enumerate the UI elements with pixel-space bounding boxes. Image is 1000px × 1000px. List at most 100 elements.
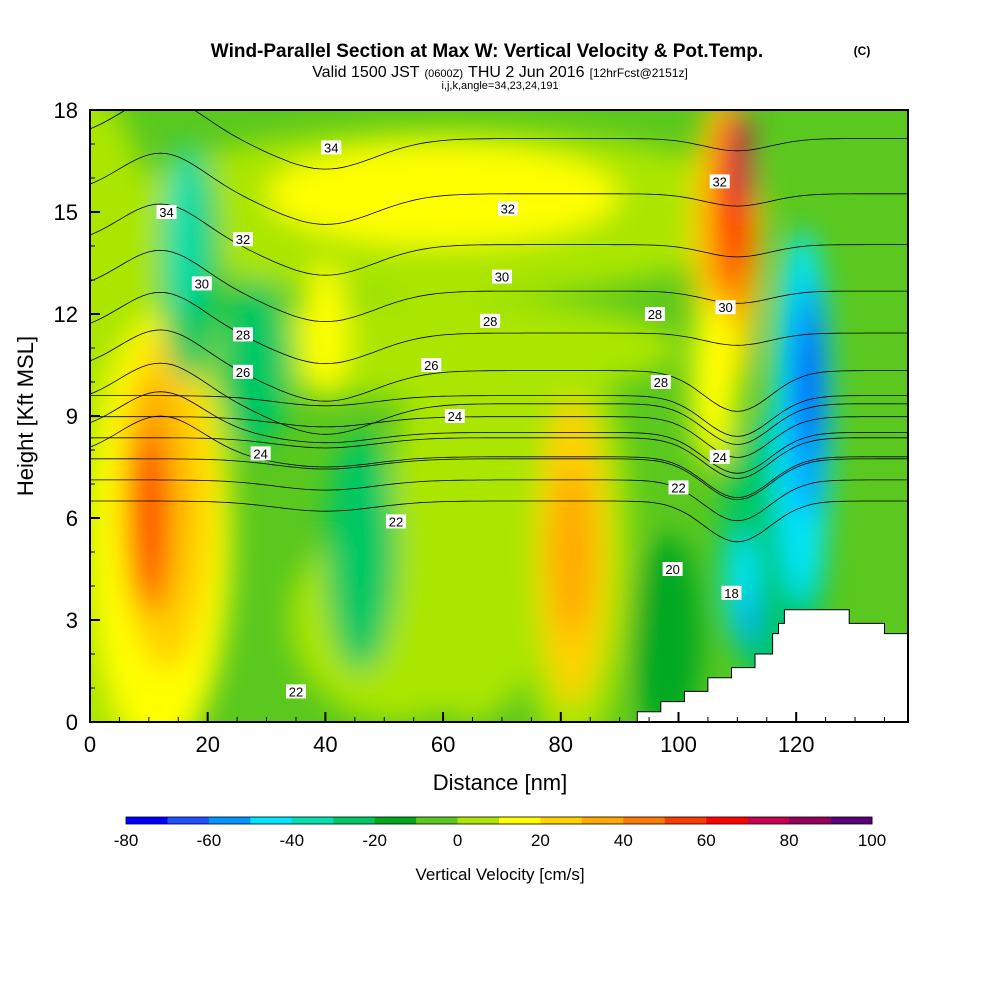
contour-label-text: 34: [324, 140, 338, 155]
colorbar-swatch: [581, 817, 624, 824]
contour-label-text: 22: [289, 684, 303, 699]
contour-label-9: 28: [480, 313, 501, 329]
contour-label-13: 26: [421, 358, 442, 373]
colorbar-swatch: [291, 817, 334, 824]
colorbar-tick-label: -80: [114, 831, 139, 850]
colorbar-tick-label: 60: [697, 831, 716, 850]
theta-contour-34: [90, 0, 908, 45]
y-tick-label: 9: [66, 404, 78, 429]
field-cell-7: [301, 263, 349, 399]
contour-label-bg: [480, 313, 501, 328]
colorbar-swatch: [789, 817, 832, 824]
x-tick-label: 120: [778, 732, 815, 757]
contour-label-text: 26: [424, 358, 438, 373]
colorbar-tick-label: 80: [780, 831, 799, 850]
theta-contour-19: [90, 479, 908, 522]
contour-label-19: 22: [285, 684, 306, 699]
contour-label-4: 32: [709, 174, 730, 189]
colorbar-swatch: [499, 817, 541, 824]
field-cell-24: [734, 113, 752, 209]
colorbar-swatch: [623, 817, 666, 824]
contour-label-text: 18: [724, 586, 738, 601]
theta-contour-23: [90, 395, 908, 437]
contour-label-bg: [233, 327, 254, 342]
theta-contour-20: [90, 458, 908, 501]
contour-label-bg: [321, 140, 342, 155]
x-tick-label: 80: [549, 732, 573, 757]
theta-contour-18: [90, 500, 908, 543]
contour-label-bg: [709, 174, 730, 189]
colorbar-swatch: [167, 817, 210, 824]
contour-label-15: 24: [250, 446, 271, 461]
contour-label-bg: [233, 232, 254, 247]
contour-label-18: 22: [668, 480, 689, 495]
contour-label-text: 28: [654, 375, 668, 390]
contour-label-bg: [662, 562, 683, 576]
theta-contour-32: [90, 110, 908, 170]
contour-label-3: 32: [497, 201, 518, 217]
contour-label-text: 24: [448, 409, 462, 424]
contour-label-bg: [444, 409, 465, 423]
contour-label-7: 30: [715, 300, 736, 315]
contour-label-1: 34: [156, 205, 177, 220]
contour-label-text: 28: [483, 314, 497, 329]
colorbar-tick-label: 40: [614, 831, 633, 850]
chart-title-mark: (C): [854, 44, 871, 58]
contour-label-21: 18: [721, 585, 742, 601]
contour-label-bg: [233, 364, 254, 379]
x-axis: 0 20 40 60 80 100 120: [84, 712, 885, 757]
x-tick-label: 20: [195, 732, 219, 757]
theta-contour-30: [90, 203, 908, 276]
chart-title: Wind-Parallel Section at Max W: Vertical…: [211, 41, 763, 62]
contour-label-5: 30: [191, 276, 212, 291]
field-cell-6: [266, 144, 620, 246]
contour-label-text: 22: [671, 480, 685, 495]
colorbar-swatch: [374, 817, 417, 824]
subtitle-fcst: [12hrFcst@2151z]: [590, 66, 688, 80]
contour-label-bg: [421, 358, 442, 372]
subtitle-utc: (0600Z): [425, 68, 464, 80]
field-cell-12: [133, 429, 165, 607]
colorbar-tick-label: -20: [362, 831, 387, 850]
field-cell-16: [166, 144, 202, 314]
theta-contour-21: [90, 437, 908, 480]
contour-label-text: 24: [253, 446, 267, 461]
subtitle-date: THU 2 Jun 2016: [468, 64, 585, 81]
contour-label-0: 34: [321, 140, 342, 155]
contour-label-text: 34: [159, 205, 173, 220]
colorbar-swatch: [540, 817, 583, 824]
contour-label-text: 30: [195, 276, 209, 291]
theta-contour-labels: 34 34 32 32 32 30 30 30 28 28 28 28 26 26 24 24 24 22 22 22…: [156, 140, 742, 699]
subtitle-main: Valid 1500 JST: [312, 64, 420, 81]
field-cell-18: [219, 280, 291, 450]
colorbar-tick-label: 0: [453, 831, 462, 850]
contour-label-2: 32: [233, 232, 254, 247]
contour-label-bg: [156, 205, 177, 219]
y-axis: 0 3 6 9 12 15 18: [54, 98, 100, 735]
contour-label-bg: [721, 585, 742, 600]
contour-label-6: 30: [491, 269, 512, 285]
theta-contours: [90, 0, 908, 543]
contour-label-text: 30: [718, 300, 732, 315]
theta-contour-25: [90, 391, 908, 474]
y-tick-label: 15: [54, 200, 78, 225]
contour-label-bg: [191, 276, 212, 291]
contour-label-16: 24: [709, 449, 730, 465]
contour-label-text: 32: [236, 232, 250, 247]
contour-label-text: 20: [665, 562, 679, 577]
colorbar-swatch: [416, 817, 459, 824]
contour-label-text: 26: [236, 365, 250, 380]
colorbar-swatch: [706, 817, 749, 824]
x-tick-label: 40: [313, 732, 337, 757]
colorbar-swatch: [250, 817, 293, 824]
contour-label-text: 24: [712, 450, 726, 465]
contour-label-bg: [386, 514, 407, 529]
terrain-mask: [636, 609, 908, 722]
field-cell-17: [325, 433, 397, 671]
contour-label-text: 32: [501, 202, 515, 217]
field-cell-4: [390, 314, 555, 722]
contour-label-text: 30: [495, 270, 509, 285]
contour-label-bg: [497, 201, 518, 216]
colorbar-swatch: [457, 817, 500, 824]
x-axis-label: Distance [nm]: [433, 770, 568, 795]
